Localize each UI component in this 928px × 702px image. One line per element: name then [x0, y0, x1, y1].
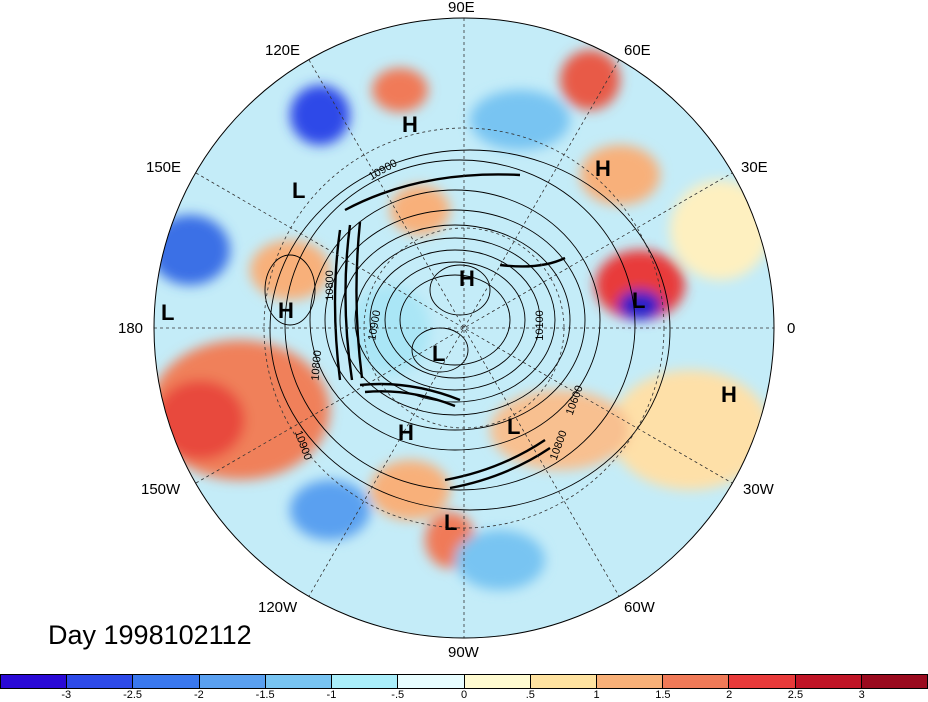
colorbar-swatch	[1, 675, 68, 688]
colorbar-tick-label: -1	[326, 689, 337, 701]
pressure-center-label: H	[459, 266, 475, 291]
lon-label-60w: 60W	[624, 599, 655, 616]
colorbar-tick-label: -2.5	[123, 689, 143, 701]
lon-label-30e: 30E	[741, 159, 768, 176]
pressure-center-label: H	[595, 156, 611, 181]
pressure-center-label: L	[507, 414, 521, 439]
colorbar-swatch	[596, 675, 664, 688]
lon-label-0: 0	[787, 320, 796, 337]
colorbar-tick-label: -.5	[391, 689, 405, 701]
colorbar-swatch	[795, 675, 862, 688]
jet-streak-contours	[333, 173, 566, 490]
colorbar-tick-label: 1.5	[655, 689, 671, 701]
colorbar-swatch	[861, 675, 928, 688]
pressure-center-label: H	[398, 420, 414, 445]
lon-label-30w: 30W	[743, 481, 774, 498]
map-boundary	[153, 17, 775, 639]
polar-stereographic-map	[153, 17, 775, 639]
colorbar-tick-label: 2.5	[787, 689, 804, 701]
colorbar-tick-label: -2	[193, 689, 204, 701]
colorbar-swatch	[199, 675, 266, 688]
contour-label: 10800	[323, 270, 336, 301]
colorbar-tick-label: 1	[593, 689, 600, 701]
lon-label-150e: 150E	[146, 159, 182, 176]
colorbar-swatch	[729, 675, 796, 688]
contour-label: 10100	[533, 310, 546, 341]
anomaly-field	[154, 18, 774, 638]
pressure-center-label: L	[292, 178, 306, 203]
pressure-center-label: H	[278, 298, 294, 323]
colorbar-swatch	[265, 675, 333, 688]
colorbar-tick-label: 2	[726, 689, 733, 701]
colorbar-swatch	[133, 675, 200, 688]
colorbar-tick-label: .5	[525, 689, 535, 701]
pressure-center-label: H	[402, 112, 418, 137]
pressure-center-label: L	[161, 300, 175, 325]
colorbar-swatch	[663, 675, 730, 688]
colorbar-tick-label: 0	[460, 689, 468, 701]
pressure-center-label: L	[432, 341, 446, 366]
colorbar-swatch	[464, 675, 531, 688]
colorbar-swatch	[398, 675, 465, 688]
pressure-center-label: H	[721, 382, 737, 407]
colorbar-tick-label: 3	[858, 689, 865, 701]
colorbar	[0, 674, 928, 689]
lon-label-120w: 120W	[258, 599, 298, 616]
date-label: Day 1998102112	[48, 620, 252, 650]
lon-label-60e: 60E	[624, 42, 651, 59]
colorbar-swatch	[530, 675, 597, 688]
lon-label-180: 180	[118, 320, 144, 337]
colorbar-swatch	[67, 675, 134, 688]
lon-label-90w: 90W	[448, 644, 479, 661]
lon-label-120e: 120E	[265, 42, 301, 59]
lon-label-90e: 90E	[448, 0, 475, 16]
colorbar-tick-label: -1.5	[255, 689, 275, 701]
pressure-center-label: L	[444, 510, 458, 535]
lon-label-150w: 150W	[141, 481, 181, 498]
colorbar-swatch	[332, 675, 399, 688]
geopotential-contours	[264, 149, 671, 511]
colorbar-tick-label: -3	[61, 689, 72, 701]
graticule	[154, 18, 774, 638]
pressure-center-label: L	[632, 288, 646, 313]
